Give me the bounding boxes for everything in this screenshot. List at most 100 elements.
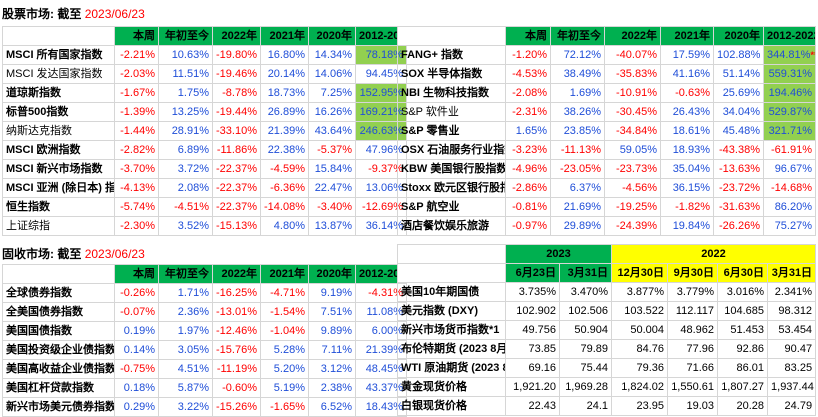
- table-row: MSCI 发达国家指数 -2.03% 11.51% -19.46% 20.14% 14.0…: [2, 64, 407, 84]
- value-cell: 16.26%: [308, 102, 356, 122]
- value-cell: 3.735%: [505, 282, 560, 302]
- value-cell: 21.69%: [550, 197, 605, 217]
- table-row: 上证综指 -2.30% 3.52% -15.13% 4.80% 13.87% 36.14%: [2, 216, 407, 236]
- column-header: 6月30日: [717, 263, 769, 283]
- value-cell: -15.13%: [212, 216, 261, 236]
- value-cell: -19.25%: [604, 197, 661, 217]
- row-label: NBI 生物科技指数: [397, 83, 506, 103]
- equity-left-table: 本周 年初至今 2022年 2021年 2020年 2012-2022 MSCI 所有国家指…: [2, 26, 407, 236]
- value-cell: 18.93%: [660, 140, 714, 160]
- value-cell: -1.44%: [114, 121, 159, 141]
- table-row: 美元指数 (DXY) 102.902 102.506 103.522 112.117 10…: [397, 301, 817, 321]
- row-label: MSCI 欧洲指数: [2, 140, 115, 160]
- group-header-blank: [397, 244, 506, 264]
- value-cell: -2.31%: [505, 102, 551, 122]
- value-cell: -0.07%: [114, 302, 159, 322]
- value-cell: -14.68%: [763, 178, 816, 198]
- row-label: MSCI 亚洲 (除日本) 指数: [2, 178, 115, 198]
- value-cell: -1.54%: [260, 302, 309, 322]
- value-cell: 18.61%: [660, 121, 714, 141]
- value-cell: 41.16%: [660, 64, 714, 84]
- value-cell: -15.76%: [212, 340, 261, 360]
- value-cell: -12.46%: [212, 321, 261, 341]
- table-row: 恒生指数 -5.74% -4.51% -22.37% -14.08% -3.40% -12.…: [2, 197, 407, 217]
- value-cell: -4.53%: [505, 64, 551, 84]
- value-cell: 92.86: [717, 339, 769, 359]
- value-cell: 83.25: [767, 358, 817, 378]
- value-cell: 5.87%: [158, 378, 213, 398]
- value-cell: -11.13%: [550, 140, 605, 160]
- header-row: 本周 年初至今 2022年 2021年 2020年 2012-2022: [2, 26, 407, 46]
- header-blank-cell: [397, 26, 506, 46]
- value-cell: 10.63%: [158, 45, 213, 65]
- column-header: 3月31日: [558, 263, 613, 283]
- value-cell: 43.37%: [355, 378, 407, 398]
- value-cell: -4.96%: [505, 159, 551, 179]
- value-cell: 90.47: [767, 339, 817, 359]
- value-cell: 18.73%: [260, 83, 309, 103]
- value-cell: 26.89%: [260, 102, 309, 122]
- value-cell: -12.69%: [355, 197, 407, 217]
- value-cell: 79.89: [558, 339, 613, 359]
- table-row: 黄金现货价格 1,921.20 1,969.28 1,824.02 1,550.61 1,…: [397, 377, 817, 397]
- table-row: 纳斯达克指数 -1.44% 28.91% -33.10% 21.39% 43.64% 246…: [2, 121, 407, 141]
- table-row: 美国投资级企业债指数 0.14% 3.05% -15.76% 5.28% 7.11% 21.…: [2, 340, 407, 360]
- value-cell: -4.56%: [604, 178, 661, 198]
- row-label: OSX 石油服务行业指数: [397, 140, 506, 160]
- value-cell: -43.38%: [713, 140, 764, 160]
- value-cell: 152.95%: [355, 83, 407, 103]
- column-header: 2020年: [713, 26, 764, 46]
- row-label: S&P 零售业: [397, 121, 506, 141]
- row-label: 白银现货价格: [397, 396, 506, 416]
- value-cell: 5.20%: [260, 359, 309, 379]
- value-cell: 102.506: [558, 301, 613, 321]
- value-cell: -23.73%: [604, 159, 661, 179]
- value-cell: 4.51%: [158, 359, 213, 379]
- equity-right-table: 本周 年初至今 2022年 2021年 2020年 2012-2022 FANG+ 指数 -1…: [397, 26, 816, 236]
- table-row: S&P 软件业 -2.31% 38.26% -30.45% 26.43% 34.04% 52…: [397, 102, 816, 122]
- value-cell: 1,969.28: [558, 377, 613, 397]
- column-header: 本周: [114, 264, 159, 284]
- table-row: 道琼斯指数 -1.67% 1.75% -8.78% 18.73% 7.25% 152.95%: [2, 83, 407, 103]
- row-label: 新兴市场货币指数*1: [397, 320, 506, 340]
- column-header: 2012-2022: [355, 264, 407, 284]
- value-cell: -5.74%: [114, 197, 159, 217]
- value-cell: -5.37%: [308, 140, 356, 160]
- value-cell: 1,824.02: [611, 377, 669, 397]
- fixed-income-right-table: 2023 2022 6月23日 3月31日 12月30日 9月30日 6月30日 3月31日美…: [397, 244, 817, 416]
- value-cell: 13.87%: [308, 216, 356, 236]
- row-label: 新兴市场美元债券指数: [2, 397, 115, 417]
- value-cell: 50.004: [611, 320, 669, 340]
- row-label: FANG+ 指数: [397, 45, 506, 65]
- value-cell: 26.43%: [660, 102, 714, 122]
- value-cell: -4.71%: [260, 283, 309, 303]
- value-cell: 0.19%: [114, 321, 159, 341]
- value-cell: 50.904: [558, 320, 613, 340]
- row-label: 布伦特期货 (2023 8月): [397, 339, 506, 359]
- value-cell: 3.016%: [717, 282, 769, 302]
- value-cell: -1.65%: [260, 397, 309, 417]
- value-cell: -1.82%: [660, 197, 714, 217]
- value-cell: 7.11%: [308, 340, 356, 360]
- value-cell: -0.26%: [114, 283, 159, 303]
- row-label: 美国10年期国债: [397, 282, 506, 302]
- table-row: S&P 航空业 -0.81% 21.69% -19.25% -1.82% -31.63% 8…: [397, 197, 816, 217]
- value-cell: -1.67%: [114, 83, 159, 103]
- value-cell: 14.34%: [308, 45, 356, 65]
- value-cell: 9.19%: [308, 283, 356, 303]
- value-cell: 59.05%: [604, 140, 661, 160]
- value-cell: 69.16: [505, 358, 560, 378]
- value-cell: 79.36: [611, 358, 669, 378]
- row-label: Stoxx 欧元区银行股指数: [397, 178, 506, 198]
- row-label: 上证综指: [2, 216, 115, 236]
- value-cell: 73.85: [505, 339, 560, 359]
- row-label: 恒生指数: [2, 197, 115, 217]
- value-cell: -2.86%: [505, 178, 551, 198]
- column-header: 2022年: [604, 26, 661, 46]
- value-cell: -1.04%: [260, 321, 309, 341]
- value-cell: 4.80%: [260, 216, 309, 236]
- value-cell: -4.51%: [158, 197, 213, 217]
- value-cell: 36.14%: [355, 216, 407, 236]
- column-header: 2021年: [660, 26, 714, 46]
- column-header: 本周: [114, 26, 159, 46]
